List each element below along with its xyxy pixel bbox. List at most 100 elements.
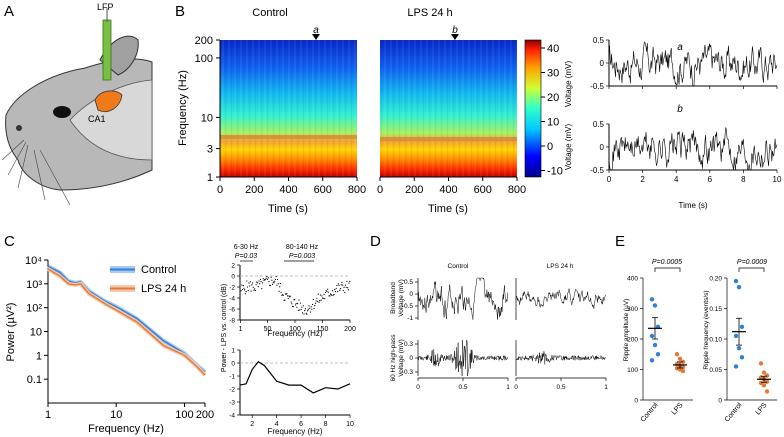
whiskers xyxy=(1,139,71,206)
panel-d: D Control LPS 24 h Broadband Voltage (mV… xyxy=(370,233,608,391)
diff-y-label: Power - LPS vs. control (dB) xyxy=(221,284,228,372)
spectrogram-x-tick-label: 600 xyxy=(314,184,332,196)
diff-top-point xyxy=(240,290,242,292)
psd-y-tick-label: 1 xyxy=(36,350,42,362)
diff-bottom-y-tick-label: -3 xyxy=(229,400,235,407)
diff-top-point xyxy=(299,302,302,304)
diff-top-chart: 20-2-4-6-81 50 100 150 200 xyxy=(229,263,356,334)
psd-x-tick-label: 200 xyxy=(196,409,214,421)
ripple-traces: 0.50-0.5-10.30-0.30 0.5 1 0 0.5 1 xyxy=(402,277,608,391)
diff-top-point xyxy=(265,277,267,280)
broadband-y-tick-label: -0.5 xyxy=(402,303,414,310)
diff-top-point xyxy=(334,291,337,293)
dot-y-tick-label: 0.20 xyxy=(709,276,722,283)
spectrogram-lps-theta-band xyxy=(380,137,517,141)
ripple-x-tick-label: 0.5 xyxy=(458,384,467,391)
diff-top-y-tick-label: -4 xyxy=(229,296,235,303)
spectrogram-y-tick-label: 200 xyxy=(195,35,213,47)
trace-line xyxy=(608,41,778,87)
spectrogram-lps-title: LPS 24 h xyxy=(407,7,452,19)
diff-top-x-tick-label: 150 xyxy=(317,326,329,333)
trace-y-tick-label: 0 xyxy=(600,143,605,152)
group-label: Control xyxy=(640,401,660,423)
diff-bottom-x-tick-label: 10 xyxy=(346,421,354,428)
diff-top-point xyxy=(296,303,299,305)
diff-top-point xyxy=(310,306,312,308)
diff-top-point xyxy=(345,286,347,288)
diff-top-point xyxy=(301,312,304,314)
ripple-x-tick-label: 1 xyxy=(506,384,510,391)
diff-top-point xyxy=(317,300,319,302)
dot-point-LPS xyxy=(761,383,767,388)
diff-top-point xyxy=(318,301,320,304)
spectrogram-marker-a xyxy=(312,34,320,40)
psd-y-label: Power (µV²) xyxy=(5,303,17,362)
diff-top-y-tick-label: 0 xyxy=(231,274,235,281)
dot-y-tick-label: 100 xyxy=(627,367,638,374)
diff-top-point xyxy=(343,286,345,288)
diff-top-y-tick-label: -8 xyxy=(229,318,235,325)
dot-point-LPS xyxy=(674,352,680,357)
trace-y-tick-label: 0.5 xyxy=(593,36,605,45)
diff-top-point xyxy=(284,299,286,301)
diff-top-point xyxy=(280,291,282,293)
diff-top-point xyxy=(278,290,280,292)
band2-p: P=0.003 xyxy=(289,253,315,260)
diff-top-x-tick-label: 200 xyxy=(344,326,356,333)
diff-top-y-tick-label: -2 xyxy=(229,285,235,292)
diff-top-y-tick-label: -6 xyxy=(229,307,235,314)
trace-b-title: b xyxy=(677,104,683,115)
diff-bottom-y-tick-label: -2 xyxy=(229,387,235,394)
dot-point-Control xyxy=(739,355,745,360)
diff-top-point xyxy=(334,289,336,291)
diff-top-point xyxy=(275,276,277,278)
trace-x-tick-label: 8 xyxy=(741,175,746,184)
lfp-label: LFP xyxy=(97,2,114,12)
psd-y-tick-label: 10³ xyxy=(26,279,42,291)
diff-top-point xyxy=(256,281,258,283)
diff-top-point xyxy=(246,280,248,282)
colorbar-tick-label: -10 xyxy=(547,166,563,178)
trace-x-tick-label: 4 xyxy=(674,175,679,184)
diff-top-point xyxy=(261,282,264,284)
diff-top-point xyxy=(316,297,318,300)
psd-y-tick-label: 10⁴ xyxy=(25,255,42,267)
dot-point-Control xyxy=(739,324,745,329)
dot-y-tick-label: 0 xyxy=(718,398,722,405)
freq-p-value: P=0.0009 xyxy=(737,259,767,266)
brain-outline xyxy=(69,79,153,161)
diff-top-point xyxy=(267,277,269,279)
diff-top-point xyxy=(321,295,323,297)
diff-top-point xyxy=(241,288,244,291)
highpass-label-1: 60 Hz high-pass xyxy=(390,334,397,382)
diff-top-point xyxy=(286,295,289,297)
diff-top-point xyxy=(254,289,256,292)
trace-x-tick-label: 10 xyxy=(773,175,782,184)
diff-top-point xyxy=(326,290,328,293)
diff-top-point xyxy=(322,297,324,300)
diff-top-point xyxy=(347,287,349,289)
diff-top-point xyxy=(340,284,342,286)
diff-top-point xyxy=(306,310,309,312)
dot-point-LPS xyxy=(758,380,764,386)
diff-top-point xyxy=(252,286,254,288)
diff-bottom-line xyxy=(239,360,351,394)
highpass-trace xyxy=(515,351,606,365)
diff-top-point xyxy=(274,278,277,281)
dot-point-Control xyxy=(652,303,658,308)
diff-top-x-tick-label: 100 xyxy=(289,326,301,333)
lfp-electrode xyxy=(102,19,112,81)
spectrogram-y-tick-label: 100 xyxy=(195,53,213,65)
spectrogram-control-theta-band xyxy=(220,135,357,139)
ripple-x-tick-label: 0 xyxy=(416,384,420,391)
diff-top-x-tick-label: 50 xyxy=(264,326,272,333)
spectrogram-x-ticks: 0 200 400 600 800 0 200 400 600 800 xyxy=(217,177,526,196)
diff-top-point xyxy=(250,290,252,292)
diff-top-y-tick-label: 2 xyxy=(231,263,235,270)
diff-top-point xyxy=(304,308,307,310)
trace-a-y-label: Voltage (mV) xyxy=(564,61,573,108)
dot-point-LPS xyxy=(680,368,686,374)
dot-y-tick-label: 0 xyxy=(634,398,638,405)
dot-point-LPS xyxy=(677,356,683,362)
